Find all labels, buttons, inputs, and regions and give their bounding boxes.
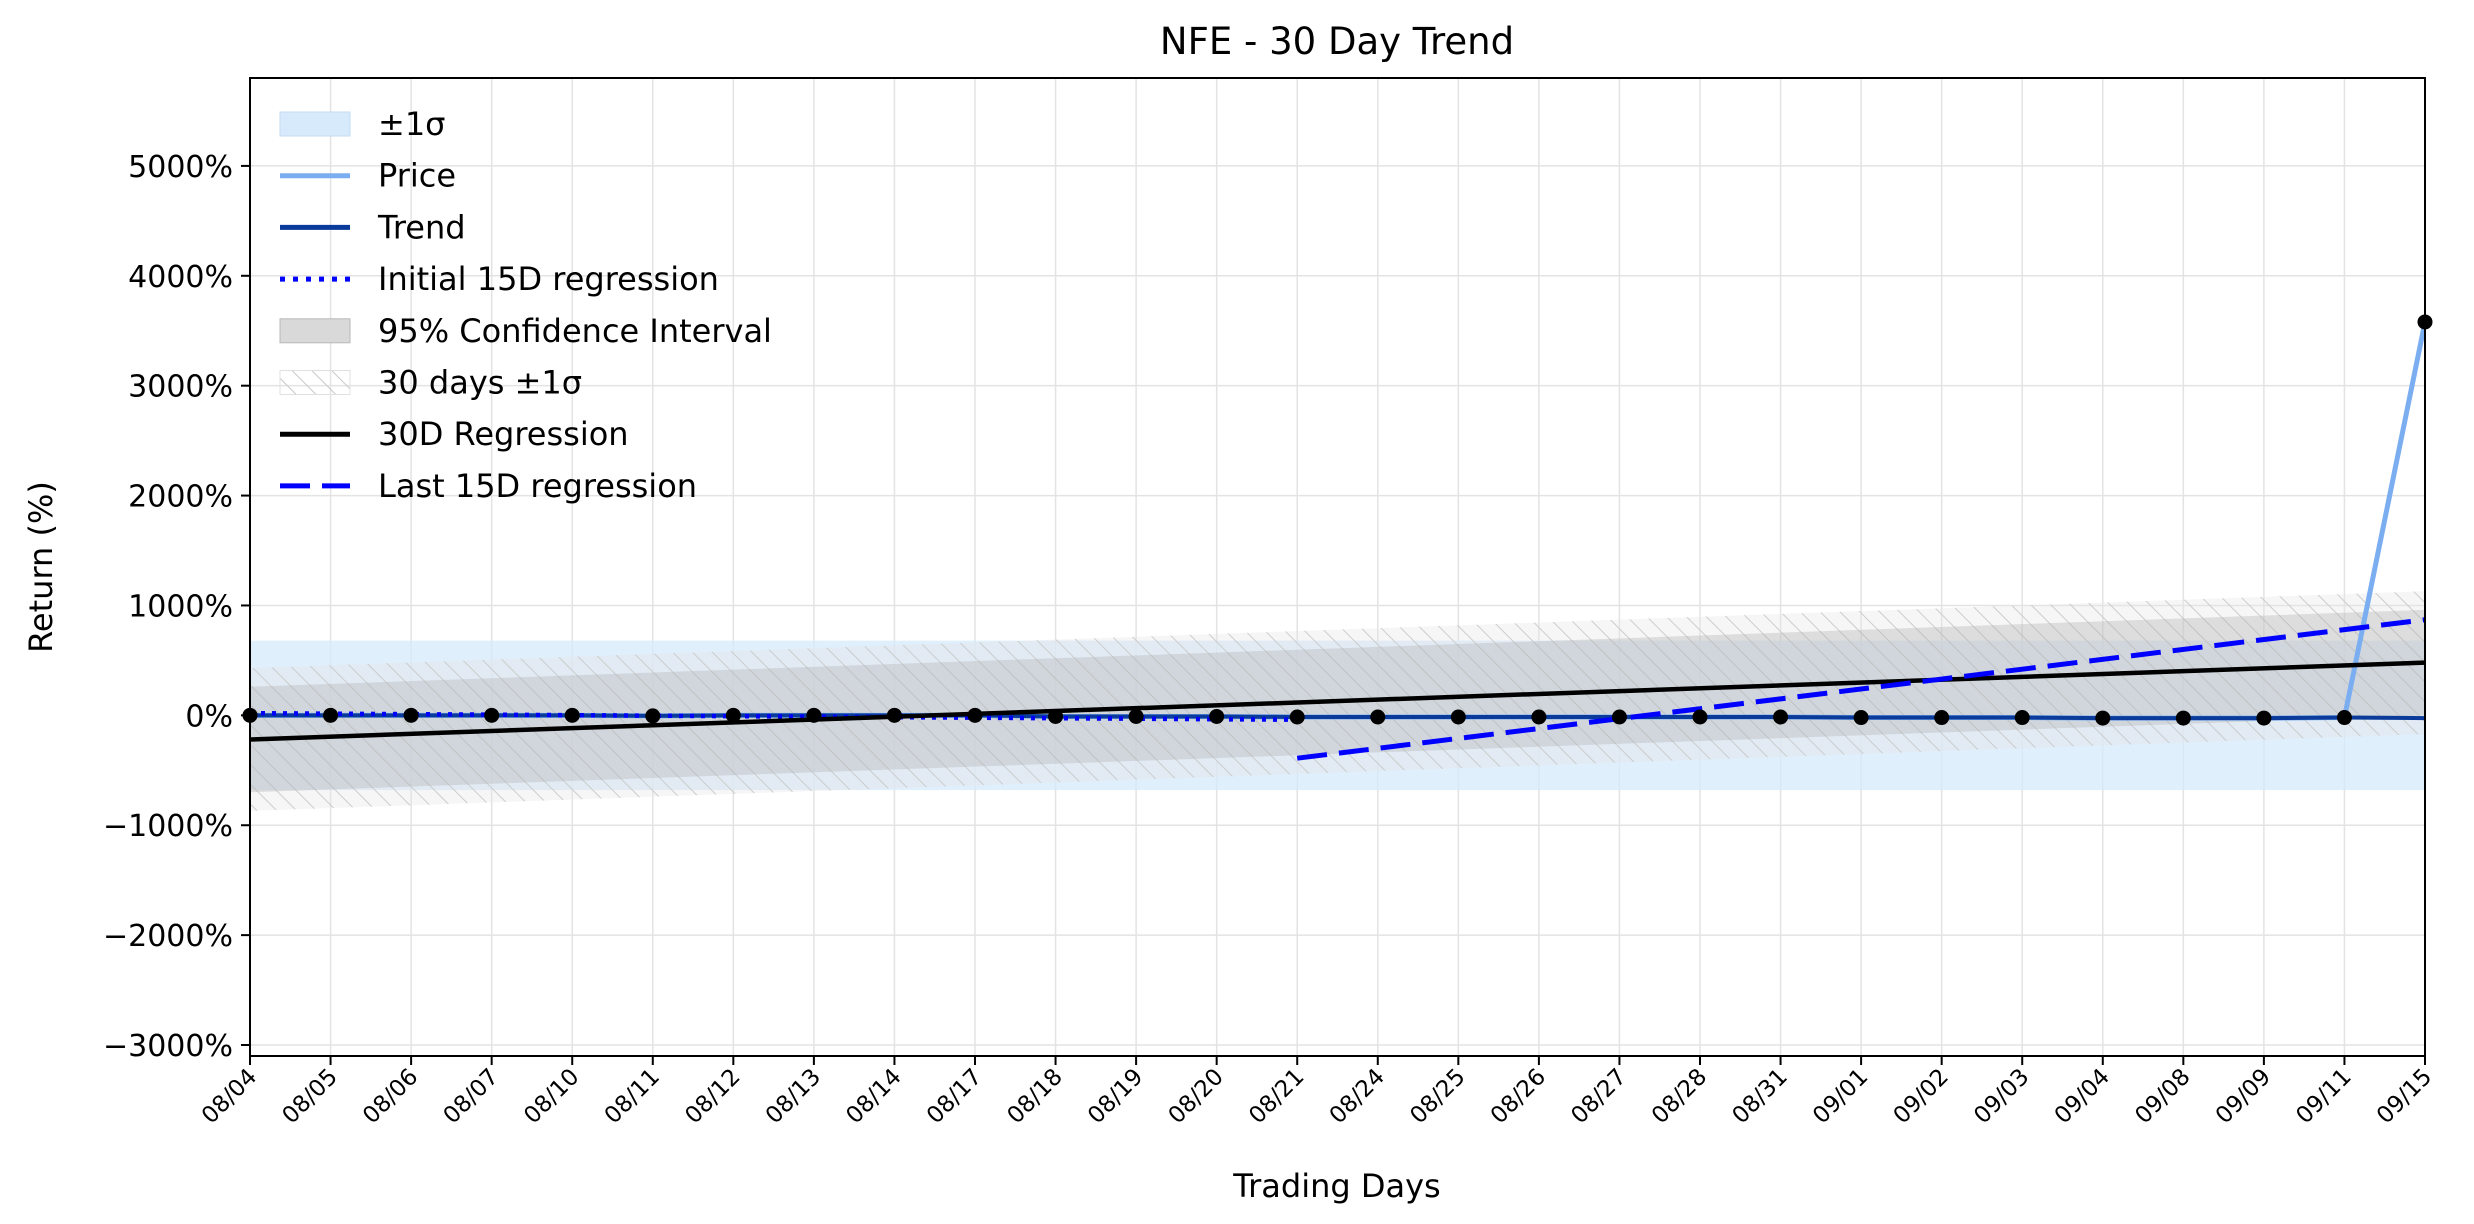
y-tick-label: 0% — [185, 699, 233, 734]
chart-title: NFE - 30 Day Trend — [1160, 20, 1514, 63]
price-point — [1853, 710, 1869, 726]
price-point — [2014, 710, 2030, 726]
x-tick-label: 08/18 — [1003, 1064, 1068, 1129]
y-tick-label: −3000% — [103, 1029, 233, 1064]
legend-swatch — [279, 318, 351, 344]
legend-label: 30 days ±1σ — [378, 364, 582, 402]
x-tick-label: 09/01 — [1808, 1064, 1873, 1129]
legend: ±1σ Price Trend Initial 15D regression 95% C… — [279, 105, 772, 505]
x-tick-label: 08/19 — [1083, 1064, 1148, 1129]
x-tick-label: 09/08 — [2130, 1064, 2195, 1129]
x-tick-label: 08/14 — [841, 1064, 906, 1129]
y-tick-label: 2000% — [128, 480, 233, 515]
y-tick-label: 5000% — [128, 150, 233, 185]
x-tick-label: 08/24 — [1325, 1064, 1390, 1129]
legend-label: 30D Regression — [378, 415, 629, 453]
trend-line — [250, 713, 2425, 721]
legend-item: Last 15D regression — [280, 467, 697, 505]
y-tick-label: −1000% — [103, 809, 233, 844]
price-point — [403, 707, 419, 723]
price-point — [484, 707, 500, 723]
y-tick-label: 1000% — [128, 589, 233, 624]
legend-item: ±1σ — [279, 105, 445, 143]
price-point — [1209, 708, 1225, 724]
price-point — [645, 708, 661, 724]
y-tick-label: 4000% — [128, 260, 233, 295]
price-point — [1128, 708, 1144, 724]
x-tick-label: 08/12 — [680, 1064, 745, 1129]
x-tick-label: 08/06 — [358, 1064, 423, 1129]
price-point — [564, 707, 580, 723]
legend-item: Trend — [280, 208, 466, 246]
x-tick-label: 08/05 — [278, 1064, 343, 1129]
legend-label: Price — [378, 157, 456, 195]
legend-label: 95% Confidence Interval — [378, 312, 772, 350]
legend-item: Initial 15D regression — [280, 260, 719, 298]
legend-item: 95% Confidence Interval — [279, 312, 772, 350]
legend-item: 30D Regression — [280, 415, 629, 453]
legend-swatch — [279, 370, 351, 395]
x-tick-label: 08/21 — [1244, 1064, 1309, 1129]
price-point — [1611, 709, 1627, 725]
price-point — [806, 707, 822, 723]
x-tick-label: 09/11 — [2291, 1064, 2356, 1129]
y-tick-label: 3000% — [128, 370, 233, 405]
price-point — [1692, 709, 1708, 725]
x-tick-label: 08/04 — [197, 1064, 262, 1129]
legend-label: Last 15D regression — [378, 467, 697, 505]
y-axis-label: Return (%) — [22, 481, 60, 653]
price-point — [886, 707, 902, 723]
price-point — [2256, 710, 2272, 726]
x-tick-label: 08/25 — [1405, 1064, 1470, 1129]
x-tick-label: 08/17 — [922, 1064, 987, 1129]
legend-label: Trend — [377, 208, 466, 246]
x-tick-label: 09/09 — [2211, 1064, 2276, 1129]
x-tick-label: 08/28 — [1647, 1064, 1712, 1129]
x-tick-label: 08/07 — [439, 1064, 504, 1129]
x-tick-label: 09/02 — [1889, 1064, 1954, 1129]
price-point — [725, 707, 741, 723]
legend-item: Price — [280, 157, 456, 195]
x-tick-label: 08/10 — [519, 1064, 584, 1129]
legend-label: Initial 15D regression — [378, 260, 719, 298]
price-point — [2175, 710, 2191, 726]
price-point — [2095, 710, 2111, 726]
price-point — [1370, 709, 1386, 725]
x-tick-label: 08/20 — [1164, 1064, 1229, 1129]
price-point — [1289, 709, 1305, 725]
initial-15d-regression-line — [250, 710, 1298, 722]
x-axis-label: Trading Days — [1232, 1167, 1440, 1205]
legend-swatch — [279, 111, 351, 137]
y-tick-label: −2000% — [103, 919, 233, 954]
x-tick-label: 09/04 — [2050, 1064, 2115, 1129]
price-point — [323, 707, 339, 723]
x-tick-label: 08/27 — [1566, 1064, 1631, 1129]
price-point — [1773, 709, 1789, 725]
price-point — [1450, 709, 1466, 725]
legend-item: 30 days ±1σ — [279, 364, 582, 402]
price-point — [967, 707, 983, 723]
x-tick-label: 09/15 — [2372, 1064, 2437, 1129]
price-point — [2336, 710, 2352, 726]
price-point — [1934, 710, 1950, 726]
last-15d-regression-line — [1296, 617, 2425, 761]
x-tick-label: 08/26 — [1486, 1064, 1551, 1129]
x-tick-label: 08/13 — [761, 1064, 826, 1129]
x-tick-label: 08/11 — [600, 1064, 665, 1129]
plot-frame — [249, 77, 2426, 1057]
legend-label: ±1σ — [378, 105, 445, 143]
price-point — [1048, 708, 1064, 724]
thirty-day-regression-line — [250, 660, 2425, 742]
price-point — [1531, 709, 1547, 725]
x-tick-label: 08/31 — [1728, 1064, 1793, 1129]
x-tick-label: 09/03 — [1969, 1064, 2034, 1129]
